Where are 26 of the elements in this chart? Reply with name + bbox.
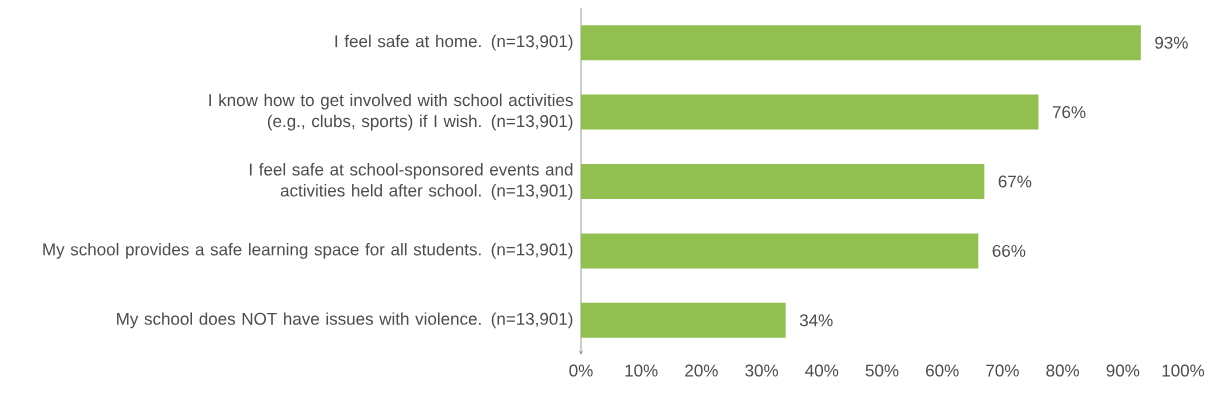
y-tick-label: My school does NOT have issues with violence. (n=13,901) bbox=[117, 312, 573, 329]
data-label: 66% bbox=[992, 244, 1026, 257]
x-tick-label: 20% bbox=[685, 364, 718, 377]
y-tick-label: I feel safe at home. (n=13,901) bbox=[335, 34, 573, 51]
bar bbox=[581, 233, 979, 269]
bar bbox=[581, 302, 786, 338]
data-label: 67% bbox=[998, 175, 1032, 188]
x-tick-label: 70% bbox=[986, 364, 1019, 377]
x-tick-label: 80% bbox=[1046, 364, 1080, 377]
x-tick-label: 100% bbox=[1162, 364, 1205, 377]
x-tick-label: 40% bbox=[805, 364, 839, 377]
bar bbox=[581, 94, 1039, 130]
data-label: 93% bbox=[1155, 36, 1188, 49]
y-tick-label: I feel safe at school-sponsored events and activities held after school. (n=13,901) bbox=[249, 163, 573, 200]
bar bbox=[581, 164, 985, 199]
y-tick-label: My school provides a safe learning space for all students. (n=13,901) bbox=[43, 242, 573, 259]
x-tick-label: 10% bbox=[625, 364, 658, 377]
x-tick-label: 60% bbox=[926, 364, 959, 377]
data-label: 34% bbox=[799, 314, 833, 327]
bar bbox=[581, 25, 1141, 61]
data-label: 76% bbox=[1052, 106, 1086, 119]
x-tick-label: 30% bbox=[745, 364, 779, 377]
x-tick-label: 0% bbox=[569, 364, 593, 377]
x-tick-label: 50% bbox=[865, 364, 899, 377]
x-tick-label: 90% bbox=[1106, 364, 1140, 377]
y-tick-label: I know how to get involved with school activities (e.g., clubs, sports) if I wish. (n=13,901) bbox=[209, 93, 573, 131]
